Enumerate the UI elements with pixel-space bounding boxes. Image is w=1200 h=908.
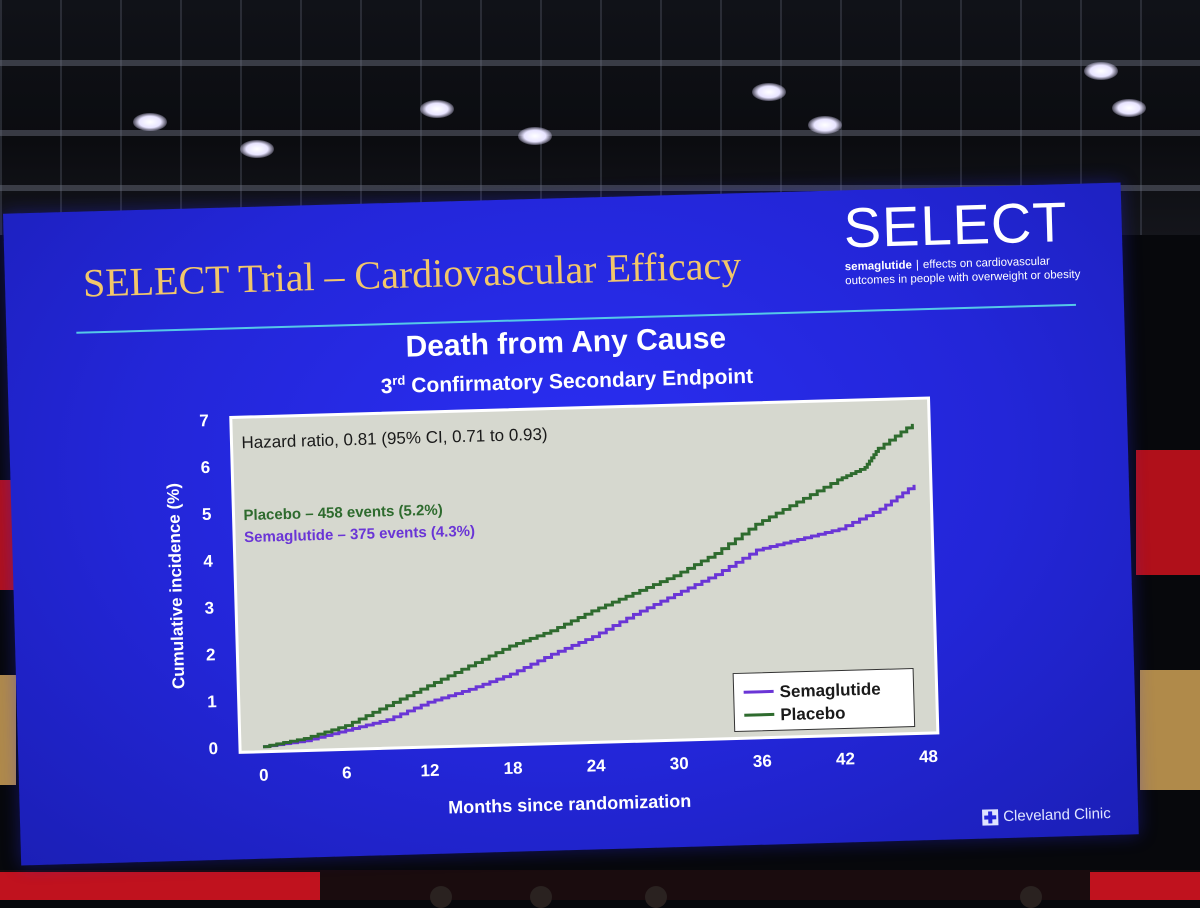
cleveland-clinic-logo: Cleveland Clinic bbox=[982, 805, 1111, 826]
stage-light bbox=[1112, 99, 1146, 117]
footer-text: Cleveland Clinic bbox=[1002, 805, 1111, 826]
side-panel bbox=[1140, 670, 1200, 790]
presentation-slide: SELECT Trial – Cardiovascular Efficacy S… bbox=[3, 182, 1139, 866]
series-lines bbox=[262, 423, 916, 749]
placebo-events-note: Placebo – 458 events (5.2%) bbox=[243, 502, 443, 525]
legend: Semaglutide Placebo bbox=[732, 668, 916, 733]
stage-light bbox=[1084, 62, 1118, 80]
truss-beam bbox=[0, 60, 1200, 66]
x-tick-label: 12 bbox=[420, 761, 439, 781]
x-tick-label: 24 bbox=[586, 756, 606, 776]
truss-beam bbox=[0, 185, 1200, 191]
stage-light bbox=[133, 113, 167, 131]
x-tick-label: 36 bbox=[753, 752, 772, 772]
legend-swatch-semaglutide bbox=[743, 689, 774, 694]
x-axis: 0 6 12 18 24 30 36 42 48 bbox=[259, 747, 938, 785]
audience-head bbox=[430, 886, 452, 908]
stage-banner bbox=[1090, 872, 1200, 900]
stage-light bbox=[240, 140, 274, 158]
audience-head bbox=[645, 886, 667, 908]
audience-head bbox=[1020, 886, 1042, 908]
x-tick-label: 42 bbox=[836, 749, 855, 769]
stage-light bbox=[420, 100, 454, 118]
side-panel bbox=[1136, 450, 1200, 575]
ceiling-truss bbox=[0, 0, 1200, 235]
y-tick-label: 6 bbox=[200, 458, 210, 477]
x-axis-label: Months since randomization bbox=[448, 791, 691, 818]
x-tick-label: 30 bbox=[670, 754, 689, 774]
plot-area bbox=[229, 396, 940, 754]
y-tick-label: 0 bbox=[208, 739, 218, 758]
x-tick-label: 18 bbox=[503, 758, 522, 778]
legend-label-placebo: Placebo bbox=[780, 703, 846, 724]
stage-light bbox=[518, 127, 552, 145]
audience-head bbox=[530, 886, 552, 908]
y-tick-label: 5 bbox=[202, 505, 212, 524]
y-axis-label: Cumulative incidence (%) bbox=[164, 483, 189, 689]
y-tick-label: 3 bbox=[204, 598, 214, 617]
y-axis: 0 1 2 3 4 5 6 7 bbox=[199, 411, 218, 758]
legend-label-semaglutide: Semaglutide bbox=[779, 679, 881, 701]
series-line-semaglutide bbox=[262, 484, 916, 749]
cross-icon bbox=[982, 808, 999, 826]
truss-beam bbox=[0, 130, 1200, 136]
side-panel bbox=[0, 675, 16, 785]
semaglutide-events-note: Semaglutide – 375 events (4.3%) bbox=[244, 523, 475, 546]
legend-box bbox=[732, 668, 916, 733]
x-tick-label: 48 bbox=[919, 747, 938, 767]
x-tick-label: 6 bbox=[342, 763, 352, 782]
y-tick-label: 4 bbox=[203, 552, 214, 571]
y-tick-label: 1 bbox=[207, 692, 217, 711]
y-tick-label: 7 bbox=[199, 411, 209, 430]
stage-light bbox=[808, 116, 842, 134]
y-tick-label: 2 bbox=[206, 645, 216, 664]
stage-banner bbox=[0, 872, 320, 900]
legend-swatch-placebo bbox=[744, 712, 775, 717]
x-tick-label: 0 bbox=[259, 766, 269, 785]
series-line-placebo bbox=[262, 423, 914, 749]
stage-light bbox=[752, 83, 786, 101]
